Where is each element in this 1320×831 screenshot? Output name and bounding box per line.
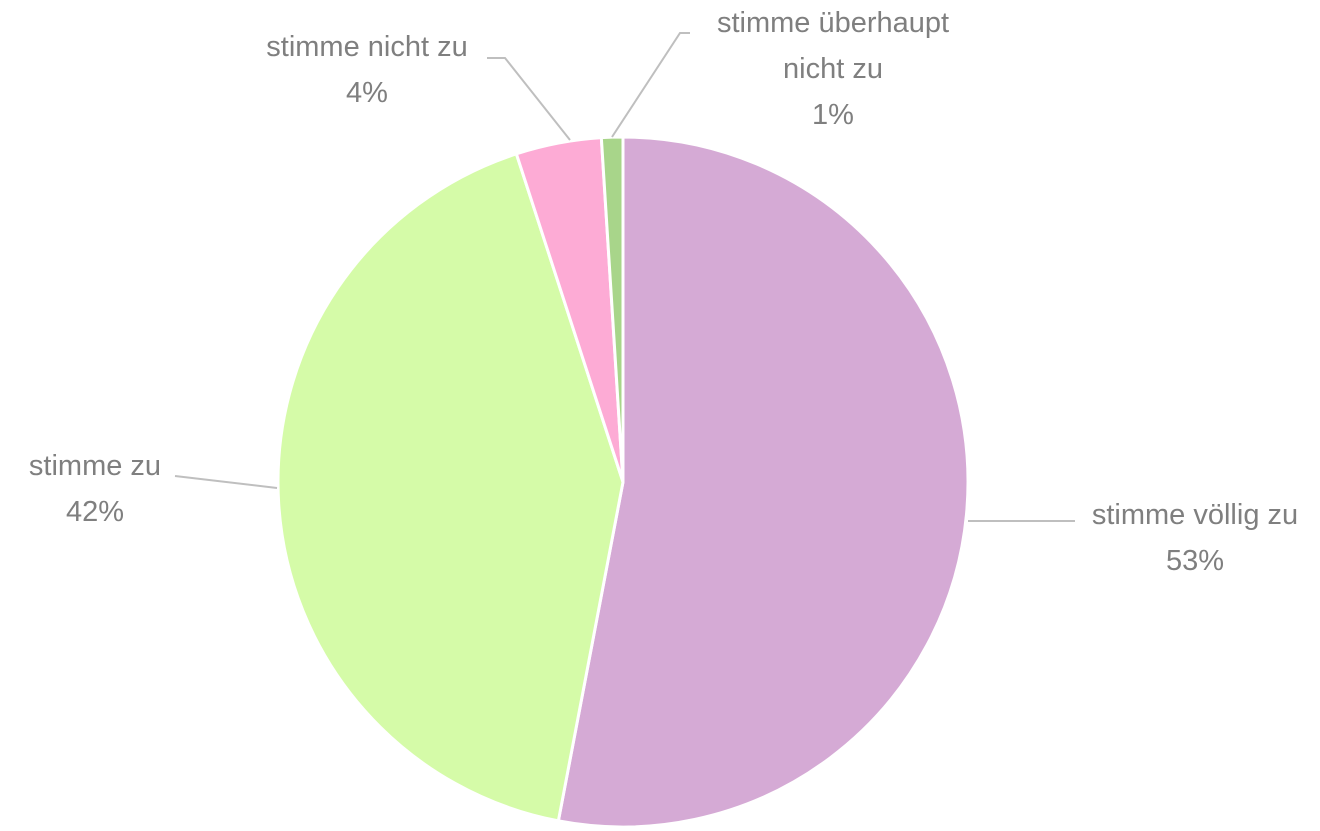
label-category: stimme zu <box>28 450 162 482</box>
data-label: stimme zu 42% <box>29 443 161 535</box>
leader-line <box>487 57 571 141</box>
pie-slice <box>276 151 625 823</box>
label-category: stimme nicht zu <box>266 31 468 63</box>
leader-line <box>611 32 690 138</box>
label-value: 1% <box>812 99 854 131</box>
label-value: 42% <box>65 496 125 528</box>
leader-line <box>174 475 278 489</box>
pie-slice <box>599 135 625 483</box>
data-label: stimme völlig zu 53% <box>1092 492 1298 584</box>
data-label: stimme nicht zu 4% <box>266 24 467 116</box>
label-value: 53% <box>1165 545 1225 577</box>
label-category: stimme überhaupt nicht zu <box>716 7 950 85</box>
label-value: 4% <box>346 77 388 109</box>
label-category: stimme völlig zu <box>1091 499 1299 531</box>
data-label: stimme überhaupt nicht zu 1% <box>698 0 968 138</box>
pie-slice <box>556 135 970 829</box>
